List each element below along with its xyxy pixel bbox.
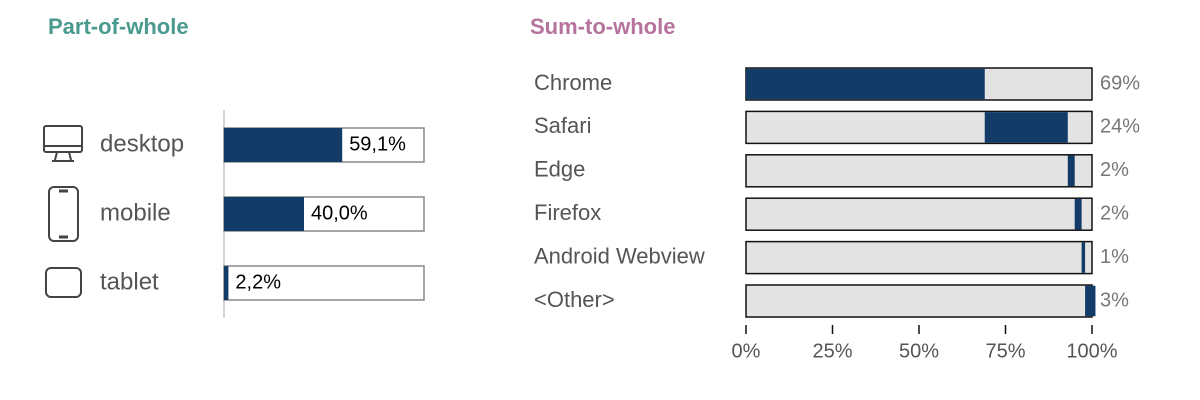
- bar: [984, 112, 1068, 143]
- value-label: 59,1%: [349, 133, 406, 155]
- tablet-icon: [45, 267, 82, 298]
- value-label: 2,2%: [235, 271, 281, 293]
- bar: [224, 197, 304, 231]
- x-tick-label: 25%: [812, 340, 852, 362]
- bar-track: [223, 265, 425, 301]
- desktop-icon: [68, 151, 72, 161]
- bar: [1085, 285, 1096, 317]
- category-label: tablet: [100, 268, 159, 295]
- value-label: 40,0%: [311, 202, 368, 224]
- chart-title: Sum-to-whole: [530, 14, 675, 39]
- bar: [1081, 242, 1086, 273]
- bar-track: [745, 284, 1093, 318]
- category-label: Firefox: [534, 200, 601, 225]
- category-label: <Other>: [534, 287, 615, 312]
- icons: [43, 125, 83, 298]
- bar: [224, 266, 229, 300]
- category-label: desktop: [100, 130, 184, 157]
- category-label: Edge: [534, 157, 585, 182]
- x-tick-label: 0%: [732, 340, 761, 362]
- bar: [224, 128, 343, 162]
- x-tick-label: 100%: [1066, 340, 1117, 362]
- x-tick-label: 50%: [899, 340, 939, 362]
- category-label: Android Webview: [534, 243, 705, 268]
- value-label: 2%: [1100, 159, 1129, 181]
- value-label: 1%: [1100, 246, 1129, 268]
- value-label: 69%: [1100, 72, 1140, 94]
- category-label: Chrome: [534, 70, 612, 95]
- bar-track: [745, 197, 1093, 231]
- category-label: Safari: [534, 113, 591, 138]
- value-label: 24%: [1100, 116, 1140, 138]
- bar: [1074, 198, 1082, 230]
- desktop-icon: [43, 125, 83, 153]
- category-label: mobile: [100, 199, 171, 226]
- bar: [746, 68, 985, 100]
- value-label: 2%: [1100, 202, 1129, 224]
- mobile-icon: [48, 186, 79, 242]
- bar: [1067, 155, 1075, 187]
- value-label: 3%: [1100, 289, 1129, 311]
- bar-track: [745, 240, 1093, 275]
- chart-title: Part-of-whole: [48, 14, 189, 39]
- desktop-icon: [54, 151, 58, 161]
- bar-track: [745, 154, 1093, 188]
- x-tick-label: 75%: [985, 340, 1025, 362]
